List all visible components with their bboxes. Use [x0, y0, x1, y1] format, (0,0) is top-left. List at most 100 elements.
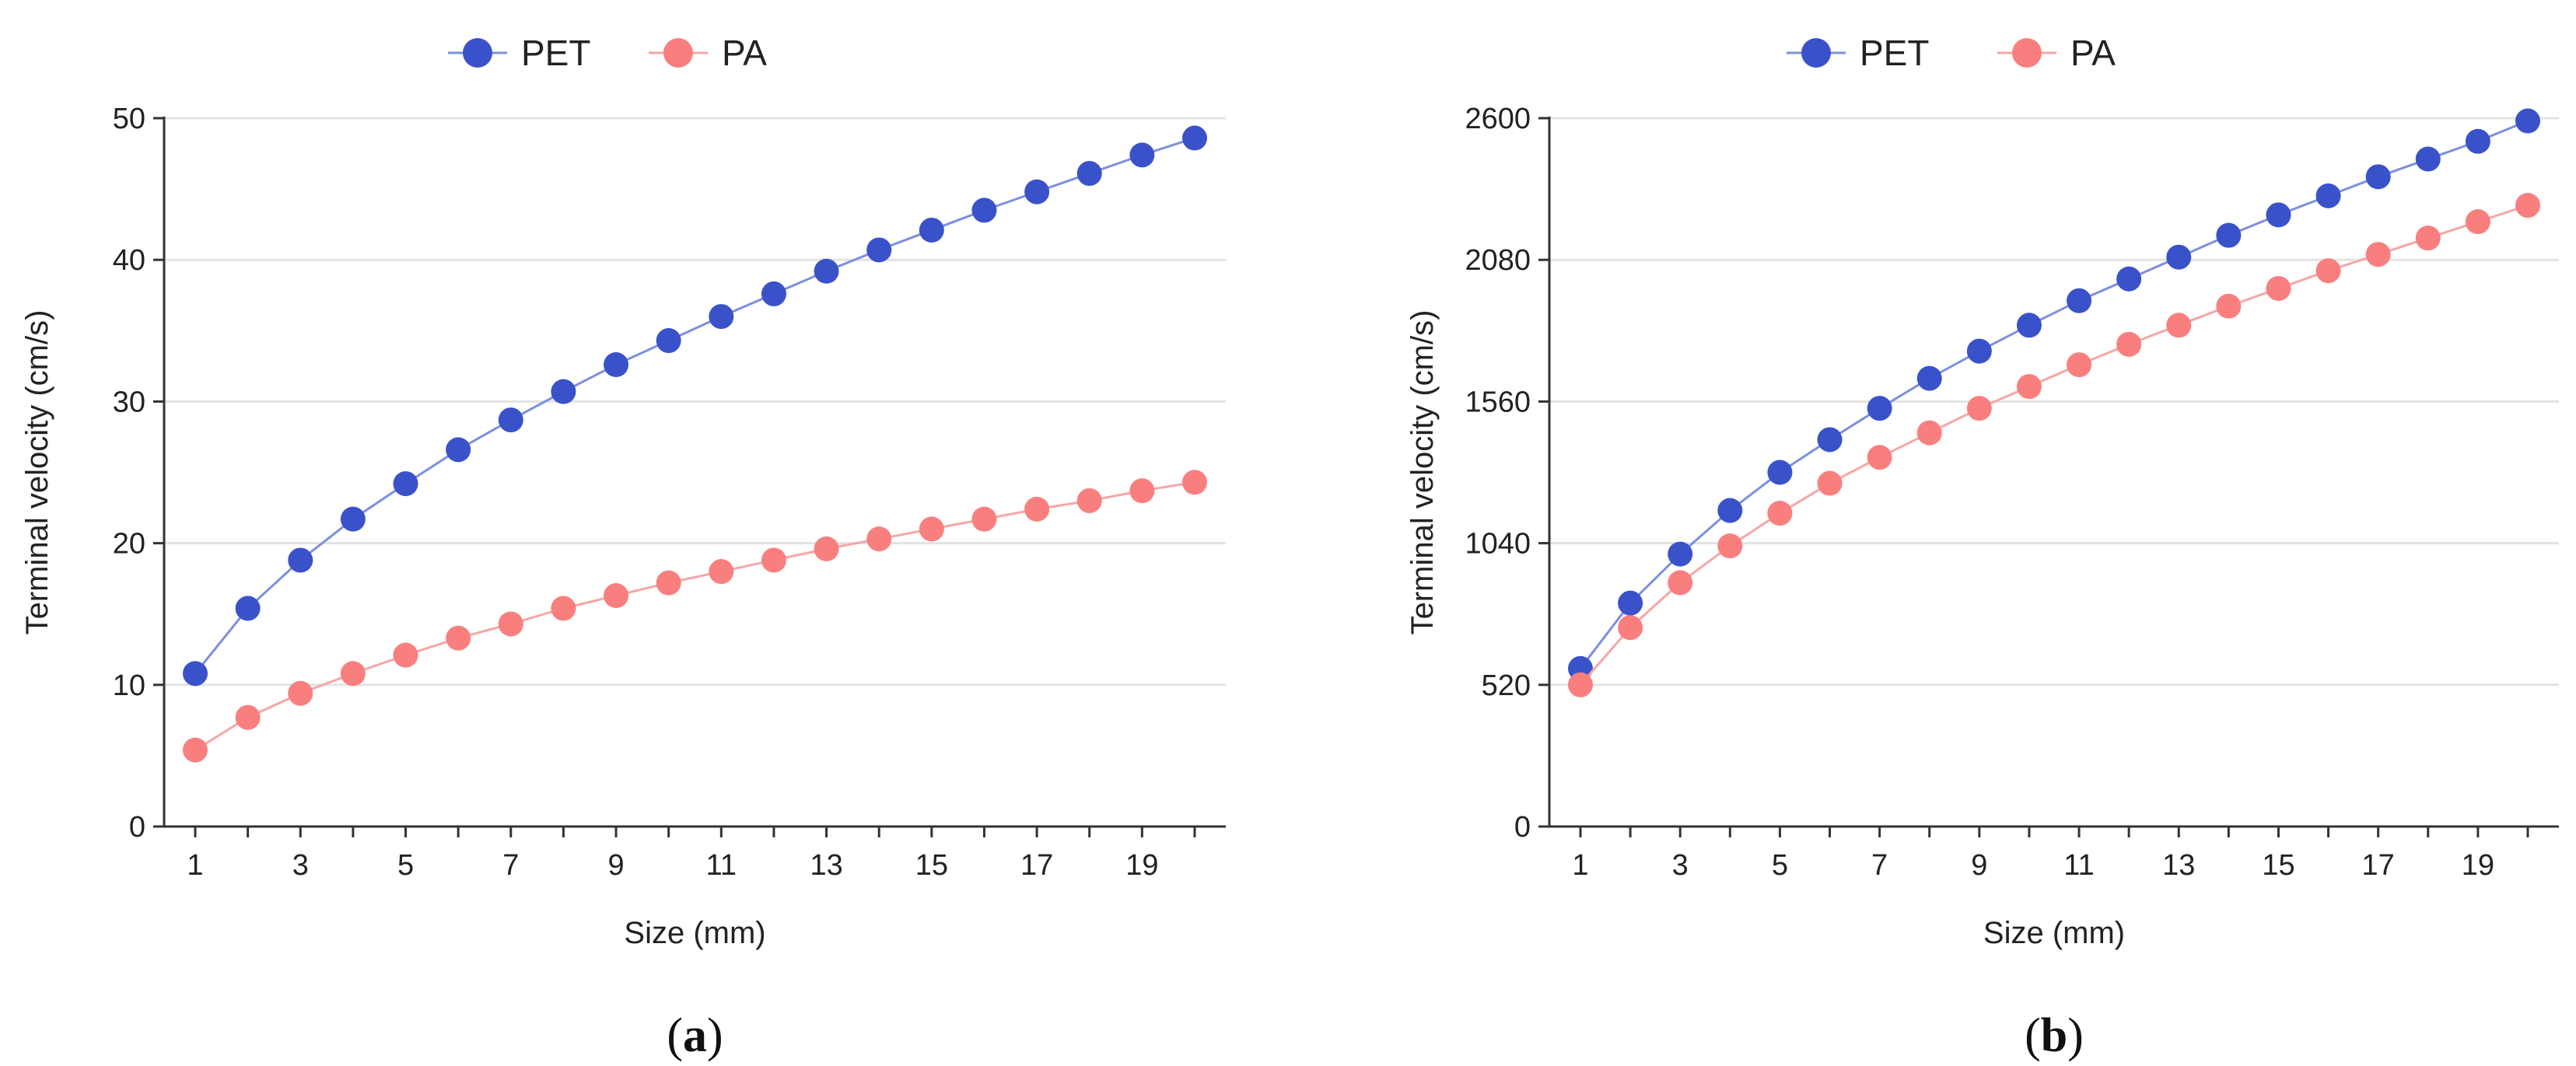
panel-a-x-tick-label: 15: [915, 849, 948, 882]
panel-a-pet-point: [1024, 179, 1050, 204]
panel-a-pa-point: [288, 680, 313, 706]
panel-a-x-tick-label: 3: [292, 849, 309, 882]
panel-b-y-axis-title: Terminal velocity (cm/s): [1405, 310, 1440, 635]
panel-a-pet-point: [340, 506, 366, 532]
panel-a-pet-point: [183, 661, 208, 687]
panel-a-pa-point: [340, 661, 366, 687]
panel-a-pet-point: [761, 281, 786, 306]
panel-a-pet-point: [235, 596, 261, 621]
panel-b-pa-point: [1767, 501, 1793, 526]
panel-b-x-axis-title: Size (mm): [1983, 916, 2125, 950]
panel-a-pet-point: [551, 379, 576, 404]
panel-a-pa-point: [1024, 496, 1050, 522]
panel-a-pa-point: [709, 559, 734, 585]
panel-b-x-tick-label: 9: [1971, 849, 1987, 882]
panel-b-pa-point: [2266, 275, 2291, 301]
panel-a-pet-line: [194, 137, 1195, 675]
panel-a-y-tick-label: 10: [113, 669, 145, 702]
panel-a-pet-point: [919, 217, 944, 243]
panel-a-x-axis-title: Size (mm): [624, 916, 765, 950]
panel-b-y-tick-label: 0: [1514, 811, 1531, 844]
panel-a-pa-point: [498, 611, 523, 637]
panel-a-pet-point: [393, 471, 418, 497]
panel-b-pa-point: [2216, 293, 2242, 319]
panel-b-y-tick-label: 2600: [1465, 103, 1531, 135]
panel-a-y-tick-label: 40: [113, 244, 145, 277]
panel-b-pa-point: [2415, 225, 2441, 251]
panel-a-y-tick-label: 30: [113, 386, 145, 418]
panel-b-pa-point: [2315, 258, 2341, 284]
panel-b-pa-point: [1618, 615, 1643, 641]
panel-a-pet-point: [1076, 161, 1102, 187]
panel-a-pet-point: [1182, 125, 1207, 151]
panel-a-pet-point: [971, 197, 997, 223]
panel-b-pa-point: [1966, 396, 1992, 421]
panel-b-pet-point: [1916, 365, 1942, 391]
panel-a-pet-point: [288, 547, 313, 573]
panel-b-pet-point: [1867, 396, 1892, 421]
panel-a-y-axis-title: Terminal velocity (cm/s): [20, 310, 54, 635]
panel-a-pa-point: [866, 526, 892, 552]
panel-b-pet-line: [1579, 120, 2529, 669]
panel-a-pa-point: [656, 570, 681, 596]
panel-b-pet-point: [2415, 146, 2441, 172]
panel-a-x-tick-label: 5: [397, 849, 414, 882]
panel-a-x-tick-label: 11: [706, 849, 737, 882]
panel-a-pet-point: [709, 304, 734, 330]
panel-b-pa-point: [1817, 470, 1843, 496]
panel-b-pa-point: [2016, 374, 2042, 400]
panel-b-x-tick-label: 11: [2063, 849, 2094, 882]
panel-a-pa-point: [393, 642, 418, 668]
panel-a-pa-point: [814, 536, 839, 561]
panel-b-pet-point: [2016, 313, 2042, 338]
panel-b-y-tick-label: 1560: [1465, 386, 1531, 418]
panel-a-pet-point: [498, 407, 523, 433]
panel-b-pet-point: [2315, 183, 2341, 208]
panel-b-legend-pet-label: PET: [1860, 33, 1929, 73]
panel-b-pa-point: [2515, 193, 2540, 218]
panel-a-pa-point: [183, 737, 208, 763]
panel-b-pet-point: [2216, 222, 2242, 248]
panel-b-x-tick-label: 1: [1572, 849, 1588, 882]
panel-b-x-tick-label: 5: [1772, 849, 1788, 882]
panel-b-pa-point: [1668, 570, 1693, 596]
panel-b-x-tick-label: 7: [1871, 849, 1888, 882]
panel-b-pa-point: [2166, 313, 2192, 338]
panel-a-pa-point: [1076, 488, 1102, 513]
panel-b-x-tick-label: 17: [2362, 849, 2395, 882]
panel-b-pet-point: [2465, 128, 2490, 154]
panel-b-y-tick-label: 1040: [1465, 528, 1531, 561]
panel-a-pet-point: [656, 328, 681, 354]
panel-a-x-tick-label: 19: [1125, 849, 1158, 882]
panel-a-pa-point: [446, 625, 471, 651]
panel-b-x-tick-label: 15: [2262, 849, 2294, 882]
panel-b-x-tick-label: 3: [1672, 849, 1689, 882]
panel-b-pet-point: [2365, 164, 2391, 190]
panel-b-pa-point: [2365, 242, 2391, 267]
panel-b-pet-point: [2515, 108, 2540, 134]
panel-a-y-tick-label: 50: [113, 103, 145, 135]
panel-b-pa-point: [1867, 445, 1892, 470]
panel-a-x-tick-label: 1: [187, 849, 203, 882]
panel-a-x-tick-label: 13: [810, 849, 842, 882]
panel-b-pet-point: [2067, 288, 2092, 313]
panel-b-pa-point: [2465, 209, 2490, 235]
panel-a-legend-pa-label: PA: [722, 33, 767, 73]
panel-b-label: (b): [2025, 1009, 2084, 1062]
panel-b-x-tick-label: 13: [2162, 849, 2195, 882]
panel-b-y-tick-label: 520: [1482, 669, 1531, 702]
panel-a-legend-pet-label: PET: [521, 33, 590, 73]
panel-a-y-tick-label: 20: [113, 528, 145, 561]
panel-a-pa-point: [919, 516, 944, 542]
panel-b-x-tick-label: 19: [2462, 849, 2494, 882]
panel-a-pa-point: [1182, 470, 1207, 495]
panel-a-pa-point: [761, 547, 786, 573]
panel-a-pa-point: [604, 583, 629, 609]
panel-a-legend-pet-marker: [463, 38, 492, 68]
panel-b-pet-point: [2116, 266, 2142, 292]
panel-b-legend-pa-label: PA: [2070, 33, 2116, 73]
panel-a-x-tick-label: 7: [502, 849, 519, 882]
panel-a-y-tick-label: 0: [129, 811, 145, 844]
panel-b-pet-point: [1767, 460, 1793, 485]
